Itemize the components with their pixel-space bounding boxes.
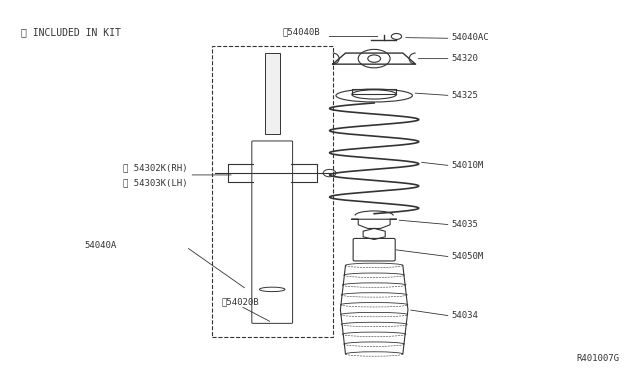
Text: 54040AC: 54040AC <box>452 33 490 42</box>
FancyBboxPatch shape <box>264 53 280 134</box>
Text: ※ INCLUDED IN KIT: ※ INCLUDED IN KIT <box>20 27 120 37</box>
Text: 54034: 54034 <box>452 311 479 320</box>
FancyBboxPatch shape <box>252 141 292 323</box>
Text: 54010M: 54010M <box>452 161 484 170</box>
Text: ※54020B: ※54020B <box>221 297 259 306</box>
Text: ※ 54303K(LH): ※ 54303K(LH) <box>123 178 188 187</box>
Text: 54040A: 54040A <box>84 241 116 250</box>
Text: 54325: 54325 <box>452 91 479 100</box>
Text: R401007G: R401007G <box>577 354 620 363</box>
Text: 54320: 54320 <box>452 54 479 63</box>
Text: 54050M: 54050M <box>452 252 484 262</box>
Text: ※54040B: ※54040B <box>282 27 320 36</box>
Text: 54035: 54035 <box>452 220 479 229</box>
FancyBboxPatch shape <box>353 238 395 261</box>
Text: ※ 54302K(RH): ※ 54302K(RH) <box>123 163 188 172</box>
